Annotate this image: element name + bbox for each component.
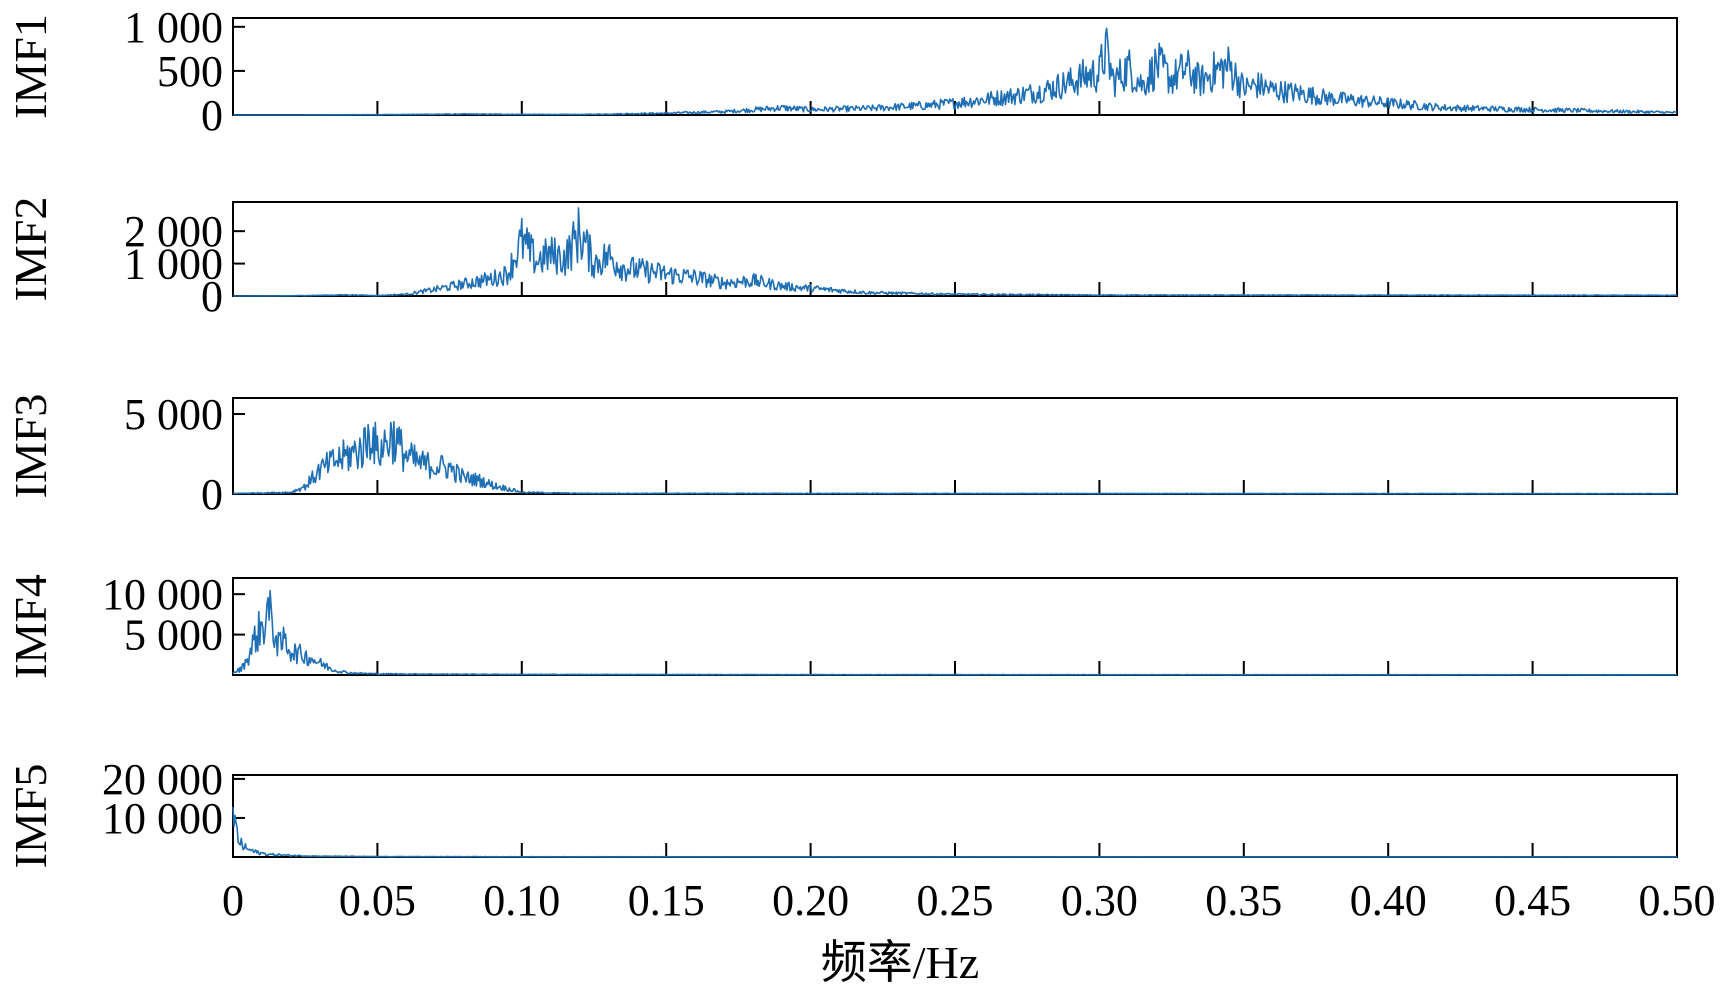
- panel-3-y-tick-label: 5 000: [124, 390, 223, 439]
- x-tick-label: 0.45: [1494, 876, 1571, 925]
- panel-1-series-line: [233, 27, 1677, 116]
- panel-4-y-tick-label: 10 000: [102, 570, 223, 619]
- panel-3-axes-box: [232, 397, 1678, 495]
- x-tick-label: 0.10: [483, 876, 560, 925]
- panel-4-axes-box: [232, 577, 1678, 676]
- x-axis-label: 频率/Hz: [821, 937, 979, 988]
- x-tick-label: 0.30: [1061, 876, 1138, 925]
- panel-4-y-label: IMF4: [5, 574, 56, 679]
- panel-1-y-tick-label: 1 000: [124, 3, 223, 52]
- panel-5-y-tick-label: 20 000: [102, 755, 223, 804]
- panel-5-series-line: [232, 806, 1677, 858]
- x-tick-label: 0.25: [917, 876, 994, 925]
- panel-1-y-label: IMF1: [5, 14, 56, 119]
- x-tick-label: 0.50: [1639, 876, 1716, 925]
- panel-5-y-tick-label: 10 000: [102, 794, 223, 843]
- x-tick-label: 0.40: [1350, 876, 1427, 925]
- x-tick-label: 0.35: [1205, 876, 1282, 925]
- x-tick-label: 0.15: [628, 876, 705, 925]
- panel-2-y-tick-label: 1 000: [124, 240, 223, 289]
- panel-3-y-label: IMF3: [5, 394, 56, 499]
- panel-2-axes-box: [232, 201, 1678, 297]
- panel-4-series-line: [232, 589, 1677, 676]
- panel-2-series-line: [233, 207, 1678, 297]
- panel-1-axes-box: [232, 17, 1678, 116]
- panel-2-y-label: IMF2: [5, 197, 56, 302]
- panel-4-y-tick-label: 5 000: [124, 611, 223, 660]
- x-axis: 0 0.05 0.10 0.15 0.20 0.25 0.30 0.35 0.40 0.45 0.5…: [222, 876, 1716, 925]
- panel-1-y-tick-label: 500: [157, 47, 223, 96]
- panel-3-y-tick-label: 0: [201, 470, 223, 519]
- x-tick-label: 0.20: [772, 876, 849, 925]
- panel-2-y-tick-label: 2 000: [124, 207, 223, 256]
- x-tick-label: 0: [222, 876, 244, 925]
- panel-3: 0 5 000 IMF3: [5, 390, 1678, 519]
- panel-3-series-line: [232, 420, 1678, 495]
- panel-2-y-tick-label: 0: [201, 272, 223, 321]
- panel-5-y-label: IMF5: [5, 764, 56, 869]
- panel-1-y-tick-label: 0: [201, 91, 223, 140]
- x-tick-label: 0.05: [339, 876, 416, 925]
